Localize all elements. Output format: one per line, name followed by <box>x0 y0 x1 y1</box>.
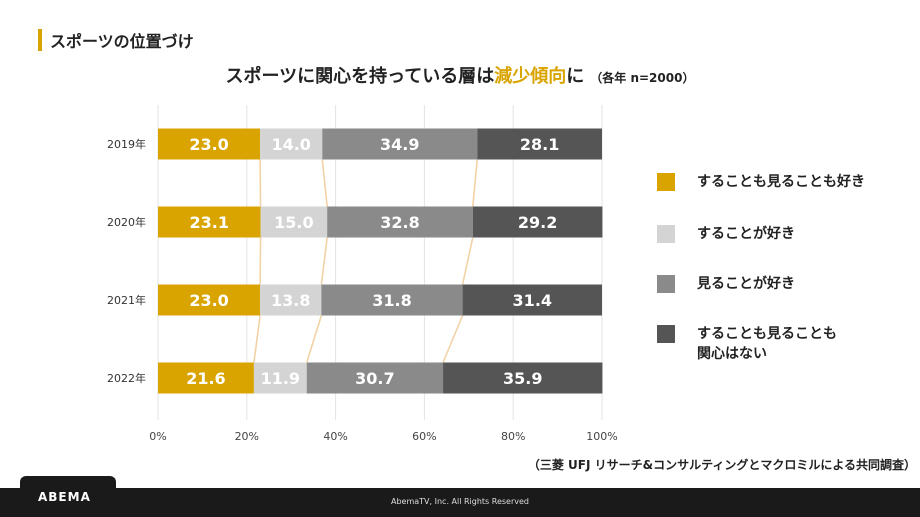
data-label: 28.1 <box>520 135 559 154</box>
trend-connector-line <box>253 315 261 363</box>
x-tick-label: 20% <box>235 430 259 443</box>
bar-segment <box>443 362 603 394</box>
data-label: 30.7 <box>355 369 394 388</box>
legend-label: することも見ることも 関心はない <box>697 326 837 362</box>
x-tick-label: 0% <box>149 430 166 443</box>
data-label: 23.0 <box>189 291 228 310</box>
x-tick-label: 60% <box>412 430 436 443</box>
data-label: 15.0 <box>274 213 313 232</box>
category-label: 2022年 <box>107 371 146 385</box>
data-label: 23.0 <box>189 135 228 154</box>
x-tick-label: 80% <box>501 430 525 443</box>
data-label: 11.9 <box>261 369 300 388</box>
x-tick-label: 40% <box>323 430 347 443</box>
bar-segment <box>158 128 261 160</box>
logo-tab <box>20 476 116 517</box>
bar-segment <box>253 362 307 394</box>
data-label: 32.8 <box>380 213 419 232</box>
legend-item-play: することが好き <box>657 224 897 244</box>
legend-swatch <box>657 325 675 343</box>
sample-size-note: （各年 n=2000） <box>590 71 695 85</box>
source-note: （三菱 UFJ リサーチ&コンサルティングとマクロミルによる共同調査） <box>527 458 916 472</box>
trend-connector-line <box>305 315 323 363</box>
trend-connector-line <box>442 315 464 363</box>
data-label: 34.9 <box>380 135 419 154</box>
legend-swatch <box>657 275 675 293</box>
bar-segment <box>327 206 473 238</box>
data-label: 31.8 <box>372 291 411 310</box>
category-label: 2020年 <box>107 215 146 229</box>
bar-segment <box>322 128 478 160</box>
headline-text: スポーツに関心を持っている層は <box>225 66 495 87</box>
data-label: 14.0 <box>271 135 310 154</box>
bar-segment <box>477 128 602 160</box>
bar-segment <box>462 284 602 316</box>
bar-segment <box>260 206 328 238</box>
legend-label: することも見ることも好き <box>697 174 865 190</box>
headline: スポーツに関心を持っている層は減少傾向に （各年 n=2000） <box>0 62 920 88</box>
category-label: 2019年 <box>107 137 146 151</box>
trend-connector-line <box>471 159 479 207</box>
x-tick-label: 100% <box>586 430 617 443</box>
section-title: スポーツの位置づけ <box>50 32 194 51</box>
legend-item-not-interested: することも見ることも 関心はない <box>657 324 897 364</box>
bar-segment <box>158 362 254 394</box>
legend-item-watch: 見ることが好き <box>657 274 897 294</box>
bar-segment <box>260 284 322 316</box>
data-label: 35.9 <box>503 369 542 388</box>
bar-segment <box>158 206 261 238</box>
legend-item-play-and-watch: することも見ることも好き <box>657 172 897 192</box>
data-label: 29.2 <box>518 213 557 232</box>
legend-label: 見ることが好き <box>697 276 795 292</box>
data-label: 31.4 <box>513 291 552 310</box>
copyright-text: AbemaTV, Inc. All Rights Reserved <box>391 497 529 506</box>
title-accent-bar <box>38 29 42 51</box>
trend-connector-line <box>321 159 328 207</box>
category-label: 2021年 <box>107 293 146 307</box>
footer-bar <box>0 488 920 517</box>
data-label: 23.1 <box>190 213 229 232</box>
bar-segment <box>260 128 323 160</box>
trend-connector-line <box>320 237 328 285</box>
trend-connector-line <box>461 237 474 285</box>
legend-swatch <box>657 225 675 243</box>
bar-segment <box>321 284 463 316</box>
bar-segment <box>306 362 444 394</box>
headline-highlight: 減少傾向 <box>494 66 567 87</box>
bar-segment <box>472 206 603 238</box>
data-label: 13.8 <box>271 291 310 310</box>
abema-logo: ABEMA <box>38 490 91 504</box>
legend-label: することが好き <box>697 226 795 242</box>
legend-swatch <box>657 173 675 191</box>
headline-suffix: に <box>566 66 585 87</box>
data-label: 21.6 <box>186 369 225 388</box>
bar-segment <box>158 284 261 316</box>
